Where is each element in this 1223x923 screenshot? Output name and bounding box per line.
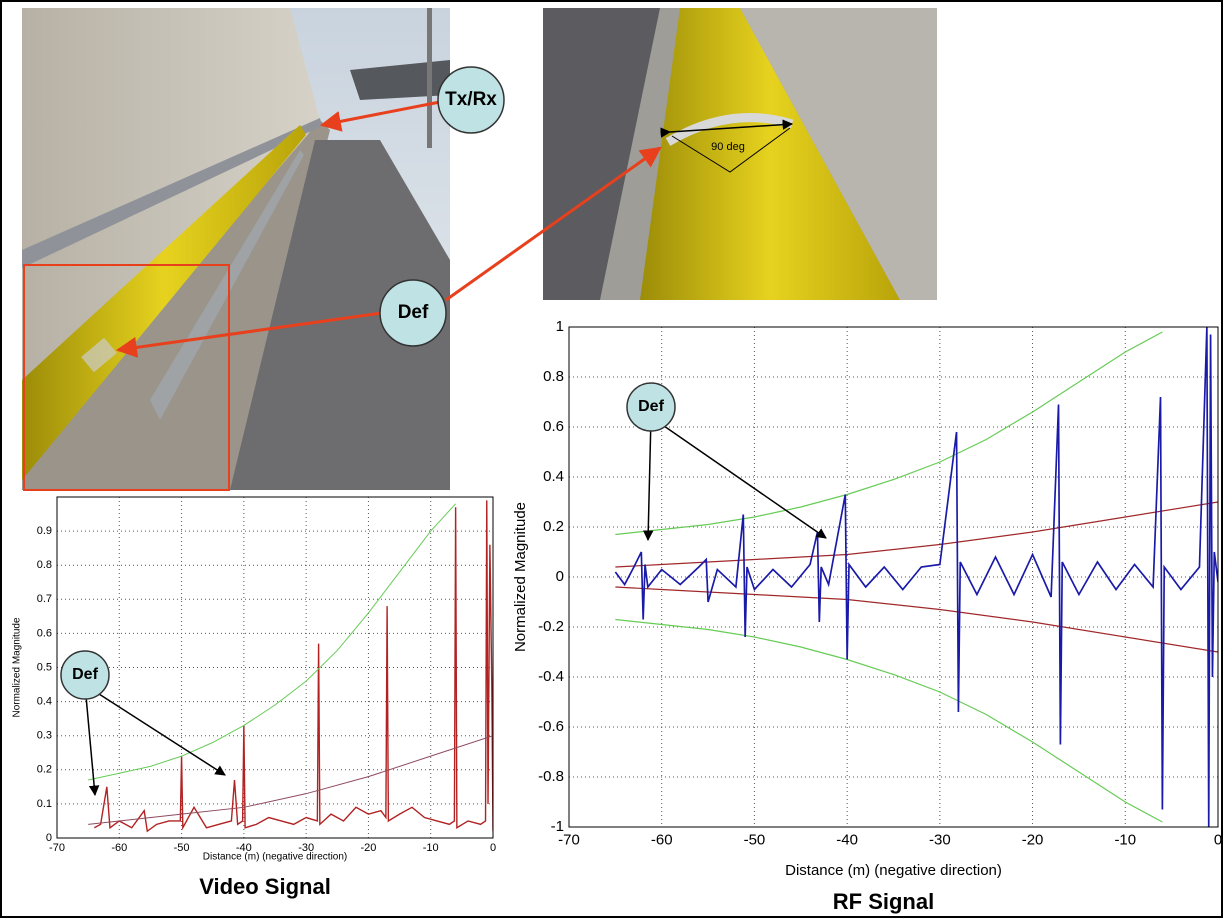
- y-tick-label: 0.7: [37, 593, 52, 605]
- y-tick-label: 1: [556, 318, 564, 335]
- x-axis-label: Distance (m) (negative direction): [203, 852, 348, 863]
- x-tick-label: -30: [298, 842, 314, 854]
- x-tick-label: -60: [111, 842, 127, 854]
- x-tick-label: -20: [1022, 831, 1044, 848]
- axes-frame: [56, 496, 494, 839]
- chart-title: Video Signal: [199, 874, 331, 899]
- x-tick-label: -40: [236, 842, 252, 854]
- y-tick-label: 0.8: [37, 559, 52, 571]
- annotation-text: Def: [638, 398, 664, 415]
- y-tick-label: -0.4: [538, 668, 564, 685]
- photo-pipe-closeup: [543, 8, 937, 300]
- x-tick-label: -20: [360, 842, 376, 854]
- chart-title: RF Signal: [833, 889, 934, 914]
- x-tick-label: 0: [1214, 831, 1222, 848]
- y-tick-label: 0: [46, 832, 52, 844]
- annotation-arrow: [642, 416, 654, 542]
- x-tick-label: -60: [651, 831, 673, 848]
- annotation-bubble: [60, 650, 110, 700]
- axes-frame: [568, 326, 1219, 828]
- x-tick-label: -50: [744, 831, 766, 848]
- annotation-arrow: [84, 684, 226, 776]
- y-tick-label: 0.2: [543, 518, 564, 535]
- annotation-arrow: [650, 416, 827, 539]
- series-line: [615, 618, 1163, 823]
- y-tick-label: -0.2: [538, 618, 564, 635]
- y-tick-label: -0.8: [538, 768, 564, 785]
- photo-label: 90 deg: [711, 141, 745, 153]
- y-tick-label: 0.5: [37, 661, 52, 673]
- series-line: [88, 503, 456, 781]
- annotation-text: Def: [72, 666, 98, 683]
- y-tick-label: 0.4: [37, 696, 52, 708]
- series-line: [88, 735, 493, 825]
- x-tick-label: -40: [836, 831, 858, 848]
- x-tick-label: 0: [490, 842, 496, 854]
- y-tick-label: 0.8: [543, 368, 564, 385]
- series-line: [615, 501, 1218, 568]
- y-tick-label: 0.1: [37, 798, 52, 810]
- y-tick-label: 0.4: [543, 468, 564, 485]
- x-axis-label: Distance (m) (negative direction): [785, 862, 1002, 879]
- annotation-arrow: [84, 684, 100, 797]
- series-line: [614, 327, 1218, 827]
- y-axis-label: Normalized Magnitude: [12, 617, 23, 717]
- y-tick-label: -1: [551, 818, 564, 835]
- y-tick-label: 0.6: [37, 627, 52, 639]
- photo-walkway: [22, 8, 450, 490]
- x-tick-label: -70: [558, 831, 580, 848]
- x-tick-label: -10: [423, 842, 439, 854]
- photo-label: Tx/Rx: [445, 89, 497, 110]
- y-tick-label: 0.6: [543, 418, 564, 435]
- x-tick-label: -50: [174, 842, 190, 854]
- series-line: [615, 331, 1163, 536]
- y-axis-label: Normalized Magnitude: [512, 502, 529, 652]
- x-tick-label: -70: [49, 842, 65, 854]
- y-tick-label: 0.3: [37, 730, 52, 742]
- series-line: [94, 500, 493, 833]
- x-tick-label: -30: [929, 831, 951, 848]
- y-tick-label: -0.6: [538, 718, 564, 735]
- photo-annotations: [115, 66, 662, 358]
- highlight-box: [23, 264, 230, 491]
- y-tick-label: 0: [556, 568, 564, 585]
- photo-label: Def: [398, 302, 429, 323]
- y-tick-label: 0.2: [37, 764, 52, 776]
- y-tick-label: 0.9: [37, 525, 52, 537]
- plot-area: [56, 496, 494, 839]
- series-line: [615, 586, 1218, 653]
- annotation-bubble: [626, 382, 676, 432]
- x-tick-label: -10: [1114, 831, 1136, 848]
